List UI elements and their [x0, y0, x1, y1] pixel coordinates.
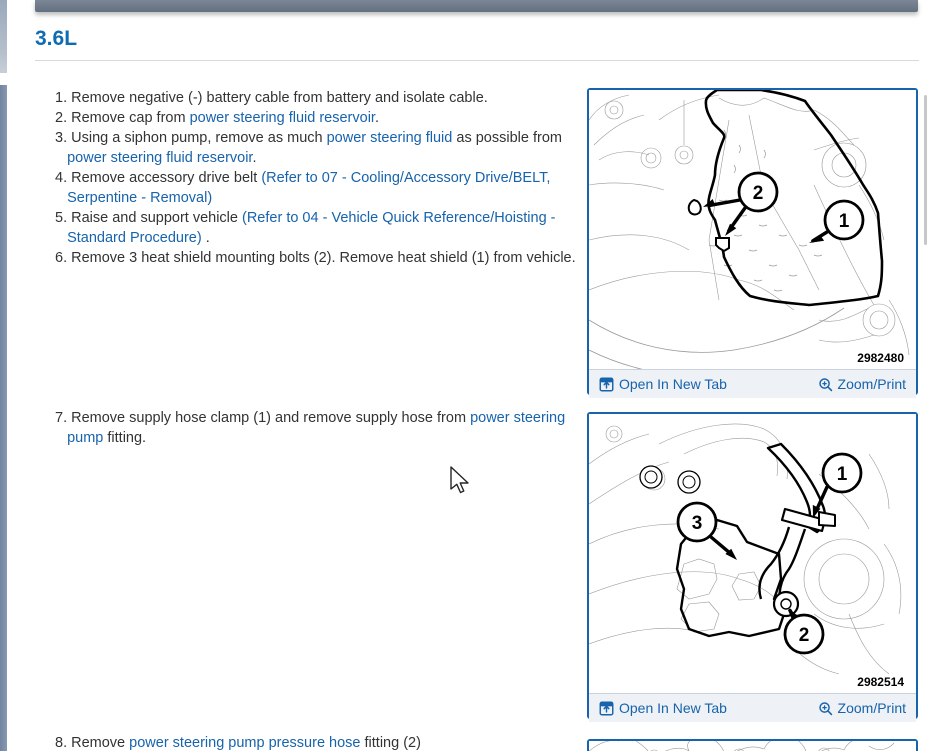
svg-text:2: 2: [799, 625, 810, 646]
svg-text:1: 1: [839, 211, 850, 232]
svg-text:2: 2: [753, 183, 764, 204]
svg-text:1: 1: [837, 464, 848, 485]
svg-text:2982514: 2982514: [857, 675, 904, 689]
svg-text:2982480: 2982480: [857, 351, 904, 365]
svg-text:3: 3: [692, 513, 703, 534]
